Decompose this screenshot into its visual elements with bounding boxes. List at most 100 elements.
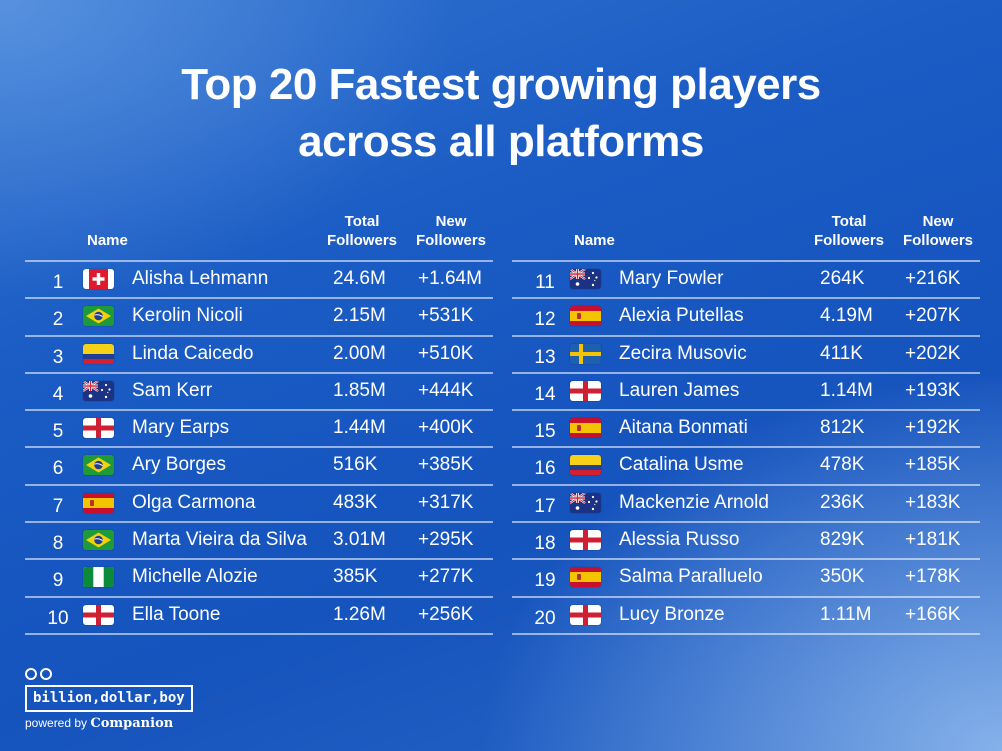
table-row: 15 Aitana Bonmati 812K +192K	[512, 411, 980, 449]
new-followers: +256K	[418, 603, 474, 625]
brazil-flag	[83, 455, 114, 476]
nigeria-flag	[83, 567, 114, 588]
rank: 2	[52, 309, 64, 331]
ranking-table-left: Name Total Followers New Followers 1 Alis…	[25, 210, 493, 635]
total-followers: 1.44M	[333, 417, 386, 439]
total-followers: 478K	[820, 454, 865, 476]
total-followers: 3.01M	[333, 529, 386, 551]
brazil-flag	[83, 530, 114, 551]
table-row: 1 Alisha Lehmann 24.6M +1.64M	[25, 262, 493, 300]
new-followers: +216K	[905, 268, 961, 289]
rank: 10	[47, 607, 69, 629]
rank: 19	[534, 570, 556, 592]
england-flag	[570, 380, 601, 401]
total-followers: 516K	[333, 454, 378, 476]
total-followers: 1.14M	[820, 379, 873, 401]
rank: 12	[534, 309, 556, 331]
total-followers: 2.00M	[333, 342, 386, 364]
sweden-flag	[570, 343, 601, 364]
england-flag	[83, 418, 114, 439]
header-total-followers: Total Followers	[813, 213, 884, 249]
total-followers: 350K	[820, 566, 865, 588]
total-followers: 236K	[820, 491, 865, 513]
england-flag	[83, 604, 114, 625]
ranking-table-right: Name Total Followers New Followers 11 Mar…	[512, 210, 980, 635]
table-row: 2 Kerolin Nicoli 2.15M +531K	[25, 299, 493, 337]
table-row: 14 Lauren James 1.14M +193K	[512, 374, 980, 412]
title-line-2: across all platforms	[298, 117, 704, 166]
player-name: Olga Carmona	[132, 491, 256, 513]
page-title: Top 20 Fastest growing players across al…	[0, 56, 1002, 170]
total-followers: 829K	[820, 529, 865, 551]
player-name: Mary Fowler	[619, 268, 724, 289]
player-name: Salma Paralluelo	[619, 566, 763, 588]
new-followers: +192K	[905, 417, 961, 439]
rank: 6	[52, 458, 64, 480]
header-name: Name	[87, 232, 128, 249]
total-followers: 411K	[820, 342, 863, 364]
rank: 8	[52, 533, 64, 555]
new-followers: +207K	[905, 305, 961, 327]
table-row: 5 Mary Earps 1.44M +400K	[25, 411, 493, 449]
new-followers: +178K	[905, 566, 961, 588]
rank: 17	[534, 495, 556, 517]
total-followers: 24.6M	[333, 268, 386, 289]
new-followers: +193K	[905, 379, 961, 401]
australia-flag	[83, 380, 114, 401]
england-flag	[570, 530, 601, 551]
player-name: Marta Vieira da Silva	[132, 529, 307, 551]
brand-name: billion,dollar,boy	[25, 685, 193, 712]
total-followers: 483K	[333, 491, 378, 513]
table-row: 3 Linda Caicedo 2.00M +510K	[25, 337, 493, 374]
new-followers: +183K	[905, 491, 961, 513]
player-name: Kerolin Nicoli	[132, 305, 243, 327]
rank: 3	[52, 346, 64, 368]
total-followers: 812K	[820, 417, 865, 439]
player-name: Linda Caicedo	[132, 342, 254, 364]
brazil-flag	[83, 306, 114, 327]
spain-flag	[570, 418, 601, 439]
spain-flag	[570, 567, 601, 588]
table-row: 11 Mary Fowler 264K +216K	[512, 262, 980, 300]
total-followers: 2.15M	[333, 305, 386, 327]
player-name: Sam Kerr	[132, 379, 213, 401]
new-followers: +277K	[418, 566, 474, 588]
total-followers: 1.26M	[333, 603, 386, 625]
player-name: Alexia Putellas	[619, 305, 744, 327]
rank: 18	[534, 533, 556, 555]
rank: 5	[52, 421, 64, 443]
new-followers: +166K	[905, 603, 961, 625]
table-row: 4 Sam Kerr 1.85M +444K	[25, 374, 493, 412]
table-body: 11 Mary Fowler 264K +216K 12 Alexia Putellas 4…	[512, 262, 980, 635]
player-name: Ary Borges	[132, 454, 226, 476]
total-followers: 264K	[820, 268, 865, 289]
title-line-1: Top 20 Fastest growing players	[181, 60, 821, 109]
player-name: Lucy Bronze	[619, 603, 725, 625]
new-followers: +317K	[418, 491, 474, 513]
table-header: Name Total Followers New Followers	[25, 210, 493, 262]
spain-flag	[570, 306, 601, 327]
table-row: 19 Salma Paralluelo 350K +178K	[512, 560, 980, 598]
table-row: 18 Alessia Russo 829K +181K	[512, 523, 980, 561]
brand-logo: billion,dollar,boy powered by Companion	[25, 668, 193, 731]
rank: 14	[534, 383, 556, 405]
player-name: Mary Earps	[132, 417, 230, 439]
player-name: Zecira Musovic	[619, 342, 747, 364]
header-total-followers: Total Followers	[326, 213, 397, 249]
player-name: Alessia Russo	[619, 529, 740, 551]
rank: 15	[534, 421, 556, 443]
switzerland-flag	[83, 269, 114, 289]
player-name: Michelle Alozie	[132, 566, 258, 588]
new-followers: +202K	[905, 342, 961, 364]
table-row: 16 Catalina Usme 478K +185K	[512, 448, 980, 486]
player-name: Catalina Usme	[619, 454, 744, 476]
double-circle-logo-icon	[25, 668, 193, 680]
new-followers: +400K	[418, 417, 474, 439]
total-followers: 4.19M	[820, 305, 873, 327]
table-body: 1 Alisha Lehmann 24.6M +1.64M 2 Kerolin Nicol…	[25, 262, 493, 635]
new-followers: +444K	[418, 379, 474, 401]
table-header: Name Total Followers New Followers	[512, 210, 980, 262]
total-followers: 1.85M	[333, 379, 386, 401]
spain-flag	[83, 492, 114, 513]
total-followers: 1.11M	[820, 603, 872, 625]
